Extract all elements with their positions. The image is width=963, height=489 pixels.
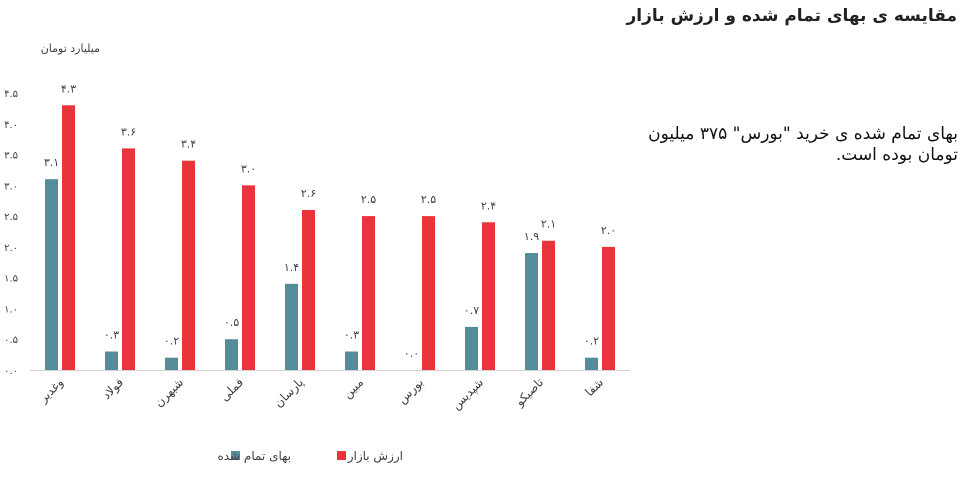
bar-market-value: [122, 148, 135, 370]
legend-swatch-cost: [231, 451, 240, 460]
page-title: مقایسه ی بهای تمام شده و ارزش بازار: [626, 6, 957, 26]
y-tick-label: ۴.۵: [4, 89, 18, 100]
legend: بهای تمام شده ارزش بازار: [217, 449, 403, 464]
purchase-note: بهای تمام شده ی خرید "بورس" ۳۷۵ میلیون ت…: [648, 124, 958, 165]
y-tick-label: ۳.۵: [4, 151, 18, 162]
legend-label-market-value: ارزش بازار: [347, 449, 403, 464]
category-label: وغدیر: [35, 375, 66, 406]
bar-data-label: ۰.۷: [464, 304, 479, 317]
category-label: مبین: [340, 375, 367, 402]
bar-data-label: ۱.۹: [524, 230, 539, 243]
bar-cost: [465, 326, 478, 370]
bar-cost: [585, 357, 598, 370]
bar-market-value: [362, 216, 375, 370]
bar-data-label: ۱.۴: [284, 261, 299, 274]
bar-cost: [225, 339, 238, 370]
legend-label-cost: بهای تمام شده: [217, 449, 291, 463]
bar-data-label: ۲.۰: [601, 224, 616, 237]
category-label: بورس: [395, 375, 427, 407]
bar-cost: [345, 351, 358, 370]
bar-data-label: ۰.۳: [344, 329, 359, 342]
y-tick-label: ۳.۰: [4, 181, 18, 192]
bar-data-label: ۴.۳: [61, 82, 76, 95]
y-tick-label: ۱.۵: [4, 274, 18, 285]
bar-data-label: ۳.۶: [121, 125, 136, 138]
category-label: شپدیس: [449, 375, 487, 413]
y-tick-label: ۴.۰: [4, 120, 18, 131]
legend-swatch-market-value: [337, 451, 346, 460]
bar-cost: [525, 253, 538, 370]
bar-data-label: ۲.۵: [361, 193, 376, 206]
category-label: تاصیکو: [512, 375, 547, 410]
bar-market-value: [302, 209, 315, 370]
y-tick-label: ۰.۵: [4, 335, 18, 346]
bar-data-label: ۰.۳: [104, 329, 119, 342]
bar-cost: [165, 357, 178, 370]
y-axis-ticks: ۰.۰ ۰.۵ ۱.۰ ۱.۵ ۲.۰ ۲.۵ ۳.۰ ۳.۵ ۴.۰ ۴.۵: [4, 89, 18, 377]
y-axis-unit-label: میلیارد تومان: [41, 42, 100, 55]
data-labels-group: ۳.۱ ۴.۳ ۰.۳ ۳.۶ ۰.۲ ۳.۴ ۰.۵ ۳.۰ ۱.۴ ۲.۶ ۰.۳ ۲.۵ ۰.۰ ۲…: [44, 82, 616, 360]
bar-data-label: ۳.۰: [241, 162, 256, 175]
bar-market-value: [182, 160, 195, 370]
bar-data-label: ۲.۶: [301, 187, 316, 200]
y-tick-label: ۲.۰: [4, 243, 18, 254]
y-tick-label: ۱.۰: [4, 304, 18, 315]
bar-data-label: ۲.۵: [421, 193, 436, 206]
bar-data-label: ۰.۲: [164, 335, 179, 348]
bar-data-label: ۳.۱: [44, 156, 59, 169]
category-label: فملی: [217, 375, 246, 404]
bar-cost: [45, 179, 58, 370]
bar-market-value: [602, 246, 615, 370]
category-label: فولاد: [99, 375, 127, 403]
bar-market-value: [242, 185, 255, 370]
category-label: شبهرن: [152, 375, 187, 410]
bar-cost: [105, 351, 118, 370]
bar-data-label: ۳.۴: [181, 138, 196, 151]
category-label: پارسان: [271, 375, 307, 411]
bar-market-value: [422, 216, 435, 370]
bar-data-label: ۰.۰: [404, 347, 419, 360]
y-tick-label: ۲.۵: [4, 212, 18, 223]
category-label: شفا: [582, 375, 606, 399]
bar-market-value: [482, 222, 495, 370]
category-labels-group: وغدیر فولاد شبهرن فملی پارسان مبین بورس شپدیس تا…: [35, 375, 606, 413]
bar-cost: [285, 283, 298, 370]
bar-market-value: [62, 105, 75, 371]
bar-data-label: ۲.۱: [541, 218, 556, 231]
bar-data-label: ۰.۲: [584, 335, 599, 348]
bar-data-label: ۲.۴: [481, 199, 496, 212]
bar-data-label: ۰.۵: [224, 316, 239, 329]
bars-group: [45, 105, 615, 371]
bar-market-value: [542, 240, 555, 370]
y-tick-label: ۰.۰: [4, 366, 18, 377]
